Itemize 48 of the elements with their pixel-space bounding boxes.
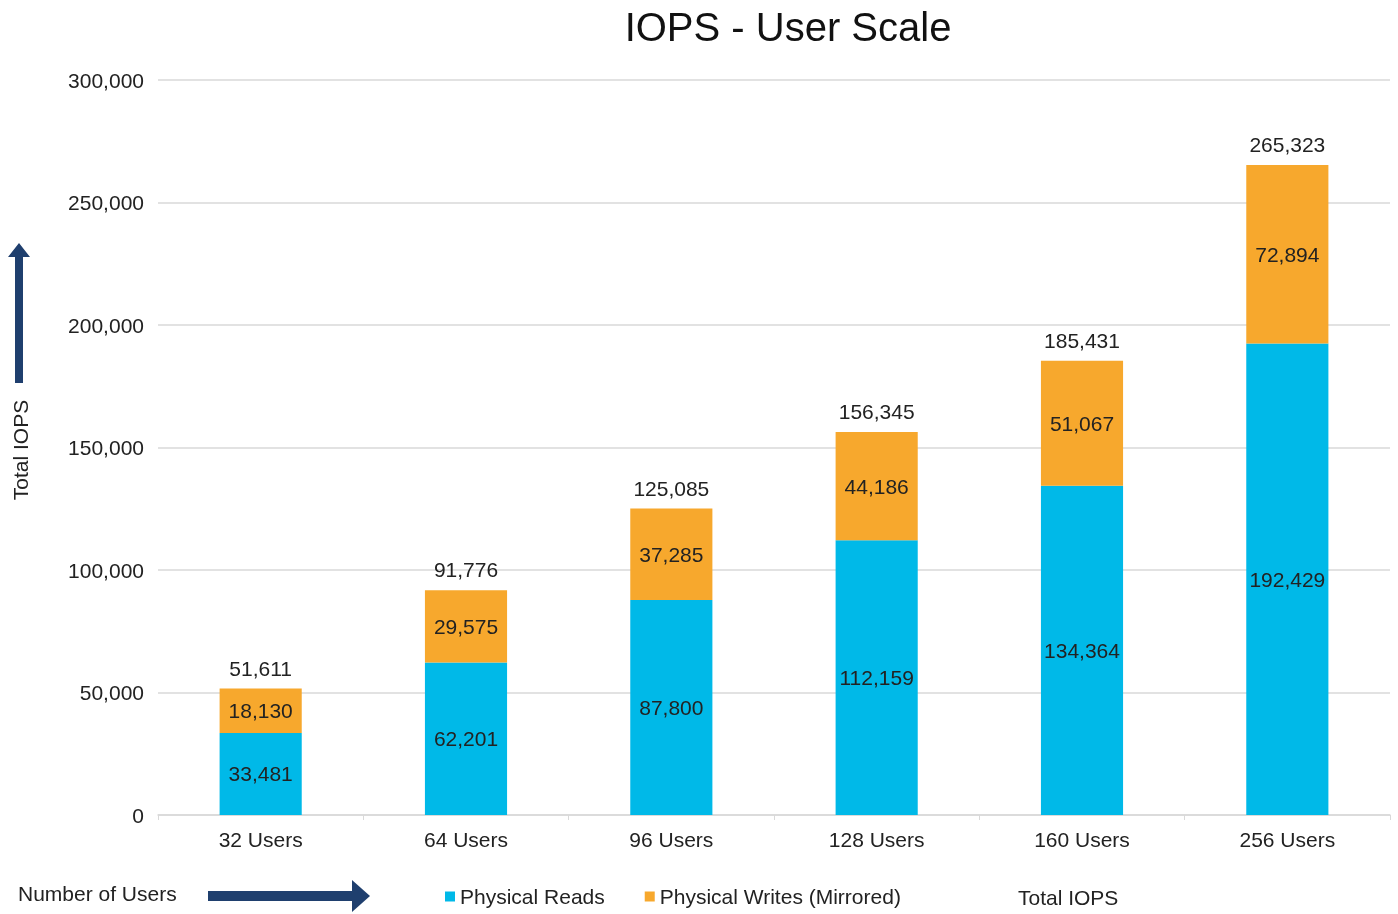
bar [424, 590, 508, 663]
data-label: 87,800 [639, 695, 704, 719]
data-label: 18,130 [228, 699, 293, 723]
bar [630, 508, 713, 600]
x-tick-label: 256 Users [1239, 828, 1336, 851]
data-label: 192,429 [1249, 567, 1326, 591]
bar [835, 540, 918, 815]
x-tick-label: 96 Users [629, 828, 714, 851]
data-label: 72,894 [1255, 242, 1320, 266]
bar [630, 599, 713, 815]
total-label: 265,323 [1249, 132, 1326, 156]
y-tick-label: 250,000 [68, 191, 144, 214]
bar [219, 732, 302, 815]
y-tick-label: 300,000 [68, 68, 144, 92]
y-tick-label: 100,000 [68, 558, 144, 582]
bar [1040, 360, 1124, 486]
x-tick-label: 32 Users [218, 828, 303, 851]
total-label: 156,345 [838, 399, 915, 423]
total-label: 185,431 [1044, 328, 1120, 352]
data-label: 51,067 [1049, 411, 1115, 435]
data-label: 44,186 [844, 474, 909, 498]
x-tick-label: 160 Users [1034, 828, 1130, 851]
total-label: 91,776 [433, 558, 499, 582]
y-axis-title: Total IOPS [9, 399, 33, 501]
total-label: 125,085 [633, 476, 710, 500]
x-axis-title: Number of Users [18, 882, 177, 906]
bar [1246, 164, 1329, 344]
data-label: 33,481 [228, 762, 293, 786]
chart-title: IOPS - User Scale [624, 5, 952, 49]
data-label: 112,159 [839, 666, 914, 690]
data-label: 29,575 [433, 614, 499, 638]
y-tick-label: 150,000 [68, 436, 144, 459]
data-label: 134,364 [1044, 638, 1121, 662]
data-label: 62,201 [433, 727, 499, 751]
bar [424, 662, 508, 815]
legend-label: Physical Writes (Mirrored) [659, 885, 901, 908]
text: Total IOPS [1018, 886, 1119, 910]
x-tick-label: 128 Users [828, 828, 925, 851]
y-tick-label: 200,000 [68, 313, 144, 337]
legend-label: Physical Reads [460, 885, 605, 908]
y-tick-label: 0 [132, 803, 144, 827]
data-label: 37,285 [639, 542, 704, 566]
bar [835, 431, 918, 541]
bar [1246, 343, 1329, 815]
x-tick-label: 64 Users [423, 828, 509, 851]
total-label: 51,611 [229, 656, 292, 680]
y-tick-label: 50,000 [79, 681, 144, 704]
bar [1040, 485, 1124, 815]
